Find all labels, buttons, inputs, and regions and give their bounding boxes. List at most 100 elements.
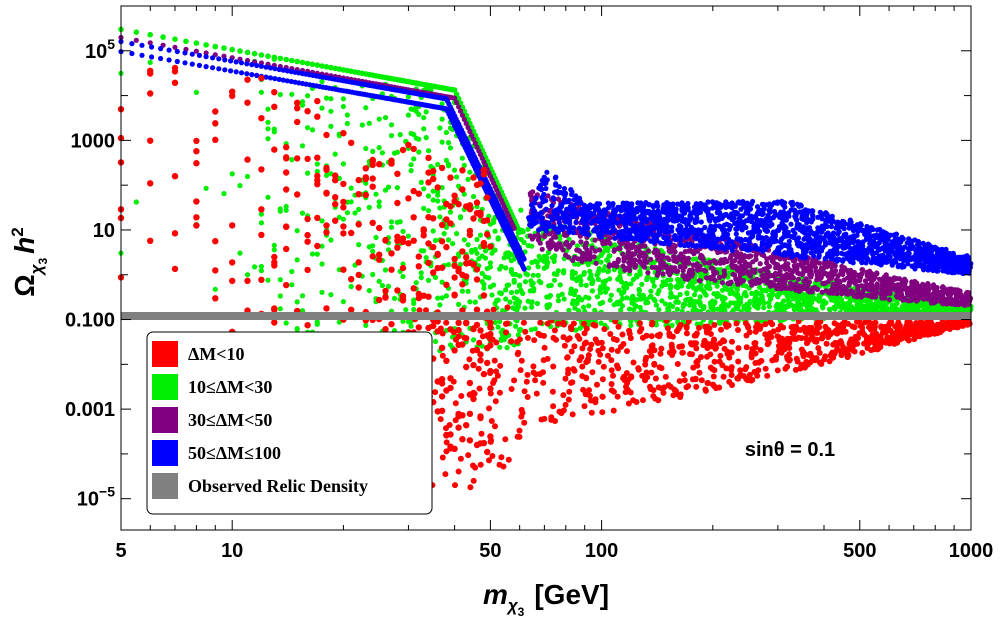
data-point [626, 260, 632, 266]
data-point [551, 277, 558, 283]
data-point [222, 57, 228, 63]
data-point [812, 260, 818, 266]
data-point [902, 297, 908, 303]
data-point [258, 263, 264, 270]
data-point [452, 167, 458, 173]
data-point [503, 296, 509, 302]
data-point [659, 298, 665, 304]
data-point [747, 300, 753, 306]
data-point [604, 286, 611, 292]
data-point [634, 273, 640, 279]
data-point [336, 214, 342, 220]
data-point [277, 306, 283, 312]
data-point [467, 169, 473, 175]
data-point [166, 57, 172, 63]
data-point [283, 203, 289, 210]
data-point [597, 287, 603, 293]
data-point [543, 264, 550, 270]
data-point [648, 288, 654, 294]
data-point [356, 242, 362, 248]
data-point [447, 145, 454, 151]
data-point [487, 260, 493, 266]
data-point [596, 247, 603, 253]
data-point [719, 287, 726, 293]
data-point [776, 283, 783, 289]
data-point [388, 224, 395, 230]
data-point [572, 305, 578, 311]
data-point [258, 52, 265, 58]
data-point [962, 294, 968, 301]
data-point [506, 282, 512, 288]
data-point [523, 271, 529, 277]
data-point [677, 256, 683, 262]
data-point [323, 172, 330, 178]
data-point [421, 115, 427, 121]
data-point [760, 278, 766, 284]
data-point [328, 237, 334, 243]
data-point [385, 184, 392, 190]
data-point [925, 287, 932, 294]
data-point [437, 214, 443, 220]
data-point [265, 194, 271, 200]
data-point [903, 287, 909, 293]
data-point [265, 119, 271, 125]
data-point [376, 278, 382, 284]
data-point [813, 268, 819, 274]
data-point [233, 69, 239, 75]
data-point [370, 148, 376, 154]
data-point [457, 261, 464, 267]
data-point [277, 91, 283, 98]
data-point [661, 241, 667, 247]
data-point [363, 322, 369, 328]
data-point [720, 259, 726, 265]
data-point [727, 290, 733, 297]
data-point [418, 270, 424, 276]
data-point [555, 293, 562, 299]
data-point [328, 96, 334, 102]
data-point [575, 298, 581, 304]
data-point [574, 277, 580, 283]
data-point [193, 40, 200, 46]
data-point [662, 301, 668, 307]
data-point [216, 66, 222, 72]
data-point [210, 55, 216, 61]
data-point [254, 62, 260, 69]
data-point [586, 303, 592, 309]
data-point [244, 61, 250, 67]
data-point [203, 64, 209, 70]
data-point [691, 251, 697, 257]
data-point [277, 277, 283, 283]
data-point [432, 237, 439, 244]
data-point [439, 139, 445, 145]
data-point [196, 62, 202, 68]
data-point [808, 288, 814, 295]
data-point [439, 279, 445, 285]
data-point [416, 111, 422, 118]
data-point [465, 288, 471, 294]
data-point [702, 268, 709, 274]
data-point [785, 285, 792, 291]
data-point [736, 302, 742, 308]
data-point [785, 293, 791, 299]
data-point [203, 185, 209, 191]
data-point [481, 285, 487, 291]
data-point [265, 136, 271, 142]
data-point [868, 292, 875, 298]
data-point [905, 303, 911, 309]
data-point [674, 295, 680, 301]
data-point [719, 280, 726, 286]
data-point [340, 299, 346, 305]
data-point [691, 292, 698, 298]
data-point [348, 185, 354, 191]
data-point [498, 263, 504, 269]
data-point [827, 271, 833, 277]
data-point [807, 225, 813, 231]
data-point [677, 291, 683, 298]
data-point [693, 287, 699, 293]
data-point [277, 208, 283, 214]
data-point [911, 305, 917, 311]
data-point [680, 303, 686, 309]
data-point [203, 42, 209, 48]
data-point [319, 105, 325, 111]
data-point [620, 251, 626, 257]
